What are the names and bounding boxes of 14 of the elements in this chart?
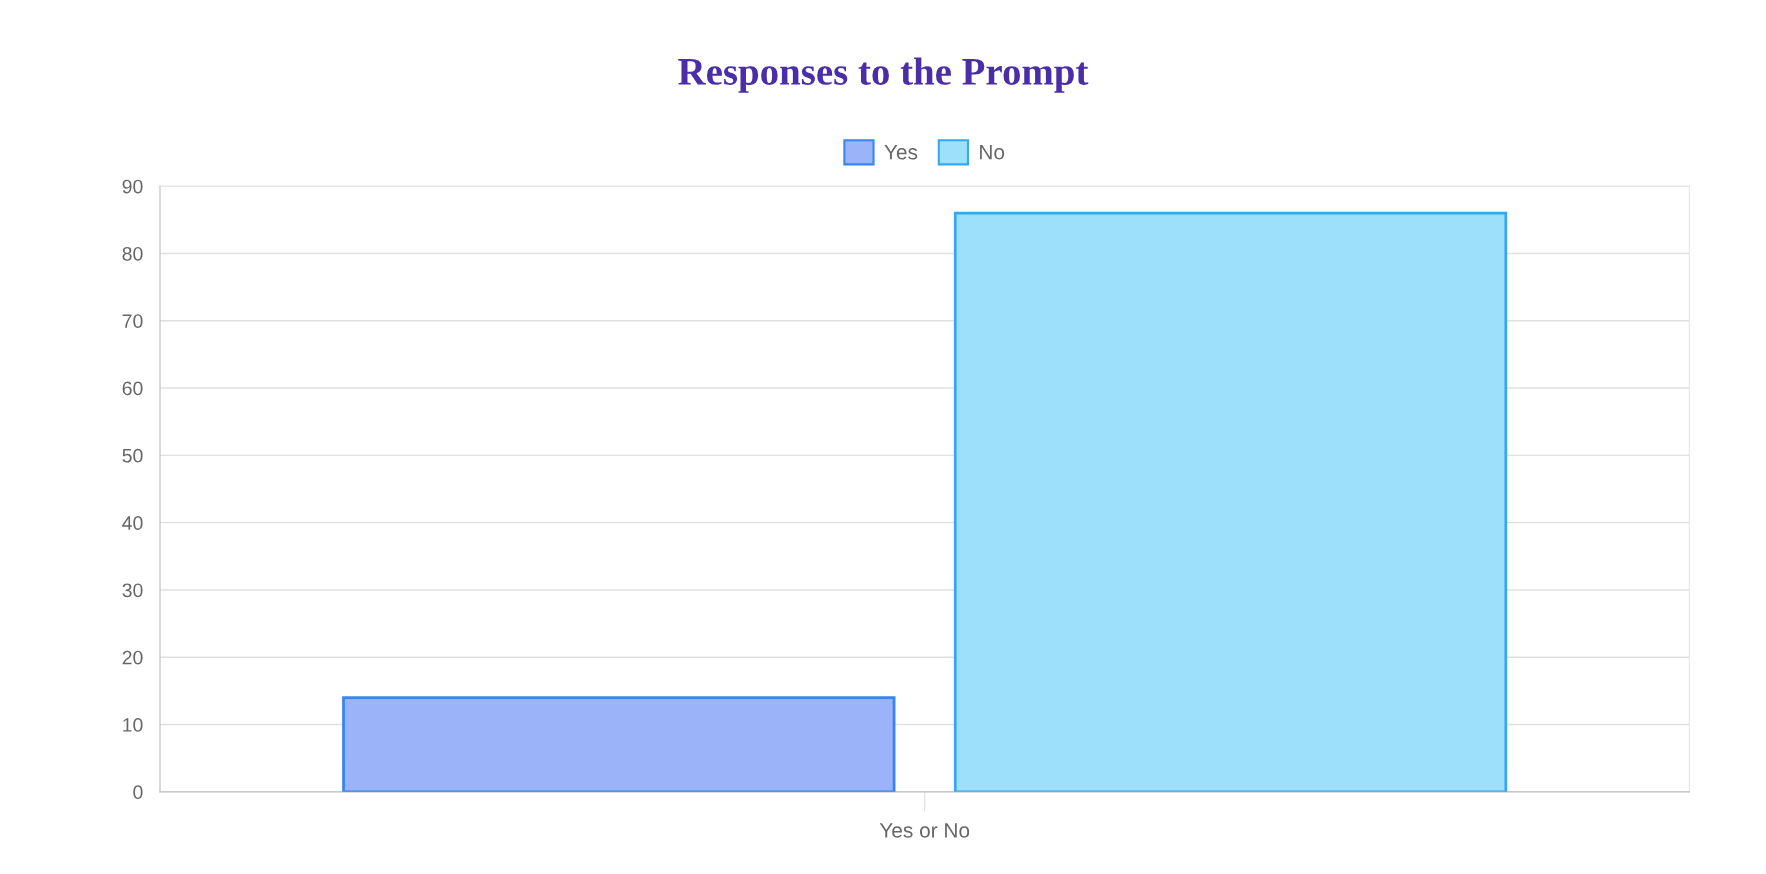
chart-title: Responses to the Prompt — [678, 57, 1089, 93]
legend-label: No — [980, 144, 1005, 160]
x-tick-label: Yes or No — [879, 823, 970, 838]
y-tick-label: 20 — [122, 650, 143, 665]
legend-label: Yes — [884, 144, 918, 160]
y-tick-label: 0 — [133, 785, 143, 800]
y-tick-label: 80 — [122, 246, 143, 261]
y-tick-label: 30 — [122, 583, 143, 598]
y-tick-label: 10 — [123, 718, 143, 732]
y-tick-label: 60 — [122, 381, 143, 396]
y-tick-label: 70 — [122, 314, 143, 328]
y-tick-label: 50 — [122, 448, 143, 463]
y-tick-label: 90 — [122, 179, 143, 194]
y-tick-label: 40 — [122, 516, 143, 530]
